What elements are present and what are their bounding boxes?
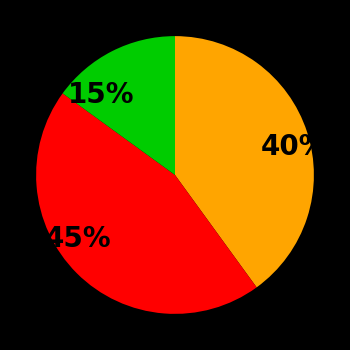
- Wedge shape: [63, 36, 175, 175]
- Text: 15%: 15%: [68, 80, 134, 108]
- Text: 45%: 45%: [44, 225, 111, 253]
- Wedge shape: [36, 93, 257, 314]
- Wedge shape: [175, 36, 314, 287]
- Text: 40%: 40%: [261, 133, 327, 161]
